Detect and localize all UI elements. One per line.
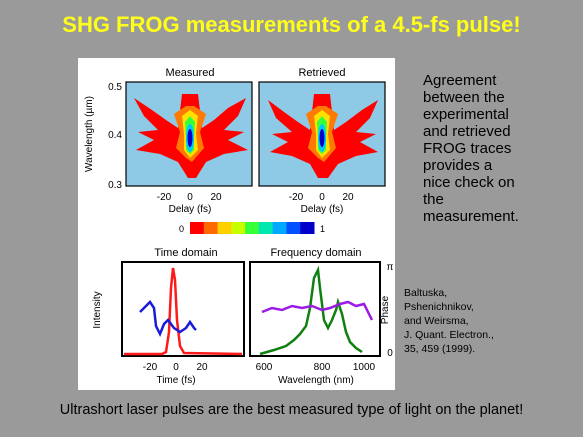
time-tick-neg20: -20 <box>143 362 158 373</box>
measured-delay-tick-0: 0 <box>187 192 193 203</box>
measured-delay-tick-20: 20 <box>210 192 222 203</box>
time-tick-0: 0 <box>173 362 179 373</box>
wavelength-tick-0.3: 0.3 <box>108 180 122 191</box>
reference-line: Pshenichnikov, <box>404 301 474 313</box>
wavelength-tick-1000: 1000 <box>353 362 376 373</box>
wavelength-tick-0.4: 0.4 <box>108 130 122 141</box>
agreement-text: Agreement between the experimental and r… <box>423 72 573 225</box>
time-domain-panel <box>121 261 245 357</box>
frequency-domain-title: Frequency domain <box>270 247 361 259</box>
colorbar-segment <box>258 222 274 234</box>
frequency-axis-label: Wavelength (nm) <box>278 375 354 386</box>
slide-title: SHG FROG measurements of a 4.5-fs pulse! <box>62 12 521 37</box>
colorbar-segment <box>286 222 301 234</box>
retrieved-delay-tick-0: 0 <box>319 192 325 203</box>
wavelength-tick-600: 600 <box>256 362 273 373</box>
colorbar-segment <box>272 222 287 234</box>
time-intensity-curve <box>124 267 243 356</box>
wavelength-axis-label: Wavelength (µm) <box>84 96 95 172</box>
agreement-line: FROG traces <box>423 140 512 157</box>
colorbar-min-label: 0 <box>179 224 184 234</box>
frog-figure: Measured Retrieved Wavelength (µm) 0.5 0… <box>78 58 395 390</box>
wavelength-tick-800: 800 <box>314 362 331 373</box>
reference-line: J. Quant. Electron., <box>404 329 494 341</box>
time-tick-20: 20 <box>196 362 208 373</box>
agreement-line: between the <box>423 89 505 106</box>
retrieved-delay-tick-neg20: -20 <box>289 192 304 203</box>
agreement-line: nice check on <box>423 174 515 191</box>
reference-line: Baltuska, <box>404 287 448 299</box>
colorbar <box>190 222 315 234</box>
phase-zero-label: 0 <box>387 348 393 359</box>
reference-line: and Weirsma, <box>404 315 469 327</box>
colorbar-segment <box>245 222 260 234</box>
agreement-line: Agreement <box>423 72 497 89</box>
frog-figure-svg: Measured Retrieved Wavelength (µm) 0.5 0… <box>84 67 394 386</box>
retrieved-label: Retrieved <box>298 67 345 79</box>
phase-pi-label: π <box>387 262 394 273</box>
retrieved-trace <box>268 94 378 178</box>
measured-delay-tick-neg20: -20 <box>157 192 172 203</box>
agreement-line: experimental <box>423 106 509 123</box>
colorbar-segment <box>231 222 246 234</box>
measured-trace <box>134 94 248 178</box>
agreement-line: and retrieved <box>423 123 511 140</box>
retrieved-delay-label: Delay (fs) <box>301 204 344 215</box>
colorbar-segment <box>190 222 205 234</box>
time-axis-label: Time (fs) <box>156 375 195 386</box>
measured-delay-label: Delay (fs) <box>169 204 212 215</box>
bottom-caption: Ultrashort laser pulses are the best mea… <box>59 402 524 418</box>
agreement-line: the <box>423 191 444 208</box>
colorbar-segment <box>203 222 219 234</box>
phase-axis-label: Phase <box>380 295 391 324</box>
spectrum-curve <box>259 265 363 356</box>
time-phase-curve <box>139 300 197 338</box>
measured-label: Measured <box>166 67 215 79</box>
intensity-axis-label: Intensity <box>92 291 103 328</box>
agreement-line: measurement. <box>423 208 519 225</box>
colorbar-segment <box>217 222 232 234</box>
colorbar-max-label: 1 <box>320 224 325 234</box>
reference-citation: Baltuska, Pshenichnikov, and Weirsma, J.… <box>404 286 574 356</box>
retrieved-delay-tick-20: 20 <box>342 192 354 203</box>
spectral-phase-curve <box>261 300 374 321</box>
reference-line: 35, 459 (1999). <box>404 343 476 355</box>
colorbar-segment <box>300 222 315 234</box>
wavelength-tick-0.5: 0.5 <box>108 82 122 93</box>
agreement-line: provides a <box>423 157 493 174</box>
time-domain-title: Time domain <box>154 247 217 259</box>
